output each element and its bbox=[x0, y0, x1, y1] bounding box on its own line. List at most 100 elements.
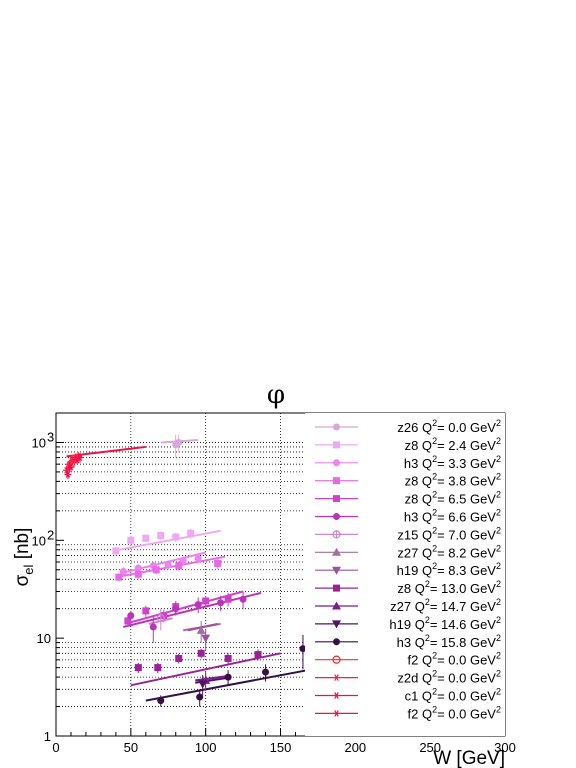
data-point-series-11 bbox=[198, 680, 208, 689]
legend-marker bbox=[333, 423, 340, 431]
marker-arm bbox=[64, 466, 69, 474]
legend-label-value: = 14.7 GeV bbox=[430, 599, 496, 614]
legend-marker bbox=[333, 477, 340, 485]
legend-marker bbox=[332, 655, 341, 664]
data-point-series-3 bbox=[134, 570, 142, 578]
legend-label: c1 Q2= 0.0 GeV2 bbox=[405, 687, 501, 704]
legend-label-name: z8 Q bbox=[397, 581, 424, 596]
data-point-series-5 bbox=[127, 612, 135, 620]
data-point-series-2 bbox=[194, 555, 202, 563]
legend-label-name: z15 Q bbox=[397, 527, 432, 542]
legend-label: h3 Q2= 6.6 GeV2 bbox=[404, 508, 501, 525]
legend-label-name: z8 Q bbox=[405, 474, 432, 489]
legend-label-value: = 3.3 GeV bbox=[437, 456, 496, 471]
legend-label-exp: 2 bbox=[496, 508, 501, 518]
x-axis: 0 50 100 150 200 250 300 bbox=[52, 728, 516, 755]
legend-marker bbox=[332, 547, 341, 556]
data-point-series-16 bbox=[65, 463, 73, 471]
x-axis-title: W [GeV] bbox=[433, 748, 505, 768]
data-point-series-12 bbox=[196, 693, 204, 701]
grid bbox=[56, 413, 305, 736]
legend-label: z15 Q2= 7.0 GeV2 bbox=[397, 525, 501, 542]
fit-curves bbox=[66, 439, 326, 702]
legend-label-exp: 2 bbox=[496, 669, 501, 679]
legend-label-exp: 2 bbox=[496, 525, 501, 535]
legend-label-exp: 2 bbox=[432, 525, 437, 535]
legend-label-name: z26 Q bbox=[397, 420, 432, 435]
legend-label-exp: 2 bbox=[496, 615, 501, 625]
fit-curve-series-8 bbox=[187, 622, 218, 632]
legend-label-name: z8 Q bbox=[405, 438, 432, 453]
legend-label-name: z27 Q bbox=[390, 599, 425, 614]
x-tick-label: 0 bbox=[52, 740, 59, 755]
legend-label-value: = 7.0 GeV bbox=[437, 527, 496, 542]
data-point-series-4 bbox=[124, 617, 132, 625]
legend-label-exp: 2 bbox=[432, 687, 437, 697]
data-point-series-1 bbox=[112, 547, 120, 555]
marker-arm bbox=[77, 454, 83, 461]
legend-marker bbox=[333, 459, 340, 467]
legend-label-value: = 14.6 GeV bbox=[430, 617, 496, 632]
data-point-series-9 bbox=[254, 651, 262, 659]
fit-curve-series-4 bbox=[124, 590, 244, 625]
data-point-series-12 bbox=[262, 668, 270, 676]
legend-label-exp: 2 bbox=[432, 472, 437, 482]
legend-marker bbox=[332, 601, 341, 610]
data-point-series-7 bbox=[196, 625, 206, 634]
legend-marker bbox=[332, 566, 341, 575]
legend-label-value: = 0.0 GeV bbox=[437, 706, 496, 721]
y-axis-title-sub: el bbox=[21, 564, 36, 574]
legend-label-exp: 2 bbox=[432, 704, 437, 714]
legend-label-exp: 2 bbox=[496, 561, 501, 571]
legend-label-name: f2 Q bbox=[407, 653, 432, 668]
legend-marker bbox=[333, 674, 340, 681]
data-point-series-3 bbox=[115, 573, 123, 581]
legend-label-value: = 0.0 GeV bbox=[437, 671, 496, 686]
x-tick-label: 250 bbox=[419, 740, 441, 755]
data-point-series-5 bbox=[217, 599, 225, 607]
legend-marker bbox=[333, 638, 340, 646]
fit-curve-series-2 bbox=[120, 551, 206, 575]
chart-title: φ bbox=[267, 380, 285, 410]
data-point-series-15 bbox=[64, 471, 72, 478]
data-point-series-5 bbox=[149, 623, 157, 631]
data-point-series-3 bbox=[214, 559, 222, 567]
legend-label: z8 Q2= 3.8 GeV2 bbox=[405, 472, 501, 489]
data-point-series-2 bbox=[134, 564, 142, 572]
y-axis-title: σel [nb] bbox=[12, 528, 36, 587]
legend-label-value: = 0.0 GeV bbox=[437, 420, 496, 435]
legend-marker bbox=[333, 584, 340, 592]
legend-label: h3 Q2= 3.3 GeV2 bbox=[404, 454, 501, 471]
legend-label-exp: 2 bbox=[496, 436, 501, 446]
marker-arm bbox=[334, 674, 339, 681]
legend-label-exp: 2 bbox=[432, 490, 437, 500]
data-point-series-12 bbox=[224, 673, 232, 681]
data-point-series-5 bbox=[239, 595, 247, 603]
legend-label-exp: 2 bbox=[425, 633, 430, 643]
fit-curve-series-10 bbox=[195, 675, 229, 682]
data-point-series-1 bbox=[157, 531, 165, 539]
data-point-series-16 bbox=[76, 454, 84, 461]
legend-label-exp: 2 bbox=[496, 704, 501, 714]
legend-label: f2 Q2= 0.0 GeV2 bbox=[407, 704, 501, 721]
fit-curve-series-9 bbox=[130, 652, 281, 687]
legend-label-value: = 2.4 GeV bbox=[437, 438, 496, 453]
legend-label-exp: 2 bbox=[496, 651, 501, 661]
legend-marker bbox=[333, 710, 340, 717]
legend-label-exp: 2 bbox=[496, 579, 501, 589]
legend-label: z27 Q2= 14.7 GeV2 bbox=[390, 597, 501, 614]
legend-label-value: = 13.0 GeV bbox=[430, 581, 496, 596]
legend-marker bbox=[333, 692, 340, 699]
data-point-series-4 bbox=[224, 595, 232, 603]
fit-curve-series-5 bbox=[123, 591, 262, 628]
legend-label: z8 Q2= 13.0 GeV2 bbox=[397, 579, 501, 596]
data-point-series-9 bbox=[154, 664, 162, 672]
fit-curve-series-12 bbox=[145, 665, 326, 702]
data-point-series-6 bbox=[156, 614, 165, 623]
legend-marker bbox=[333, 495, 340, 503]
y-tick-exponent: 3 bbox=[47, 429, 54, 444]
legend-label-exp: 2 bbox=[496, 490, 501, 500]
data-point-series-4 bbox=[142, 607, 150, 615]
data-point-series-5 bbox=[172, 605, 180, 613]
